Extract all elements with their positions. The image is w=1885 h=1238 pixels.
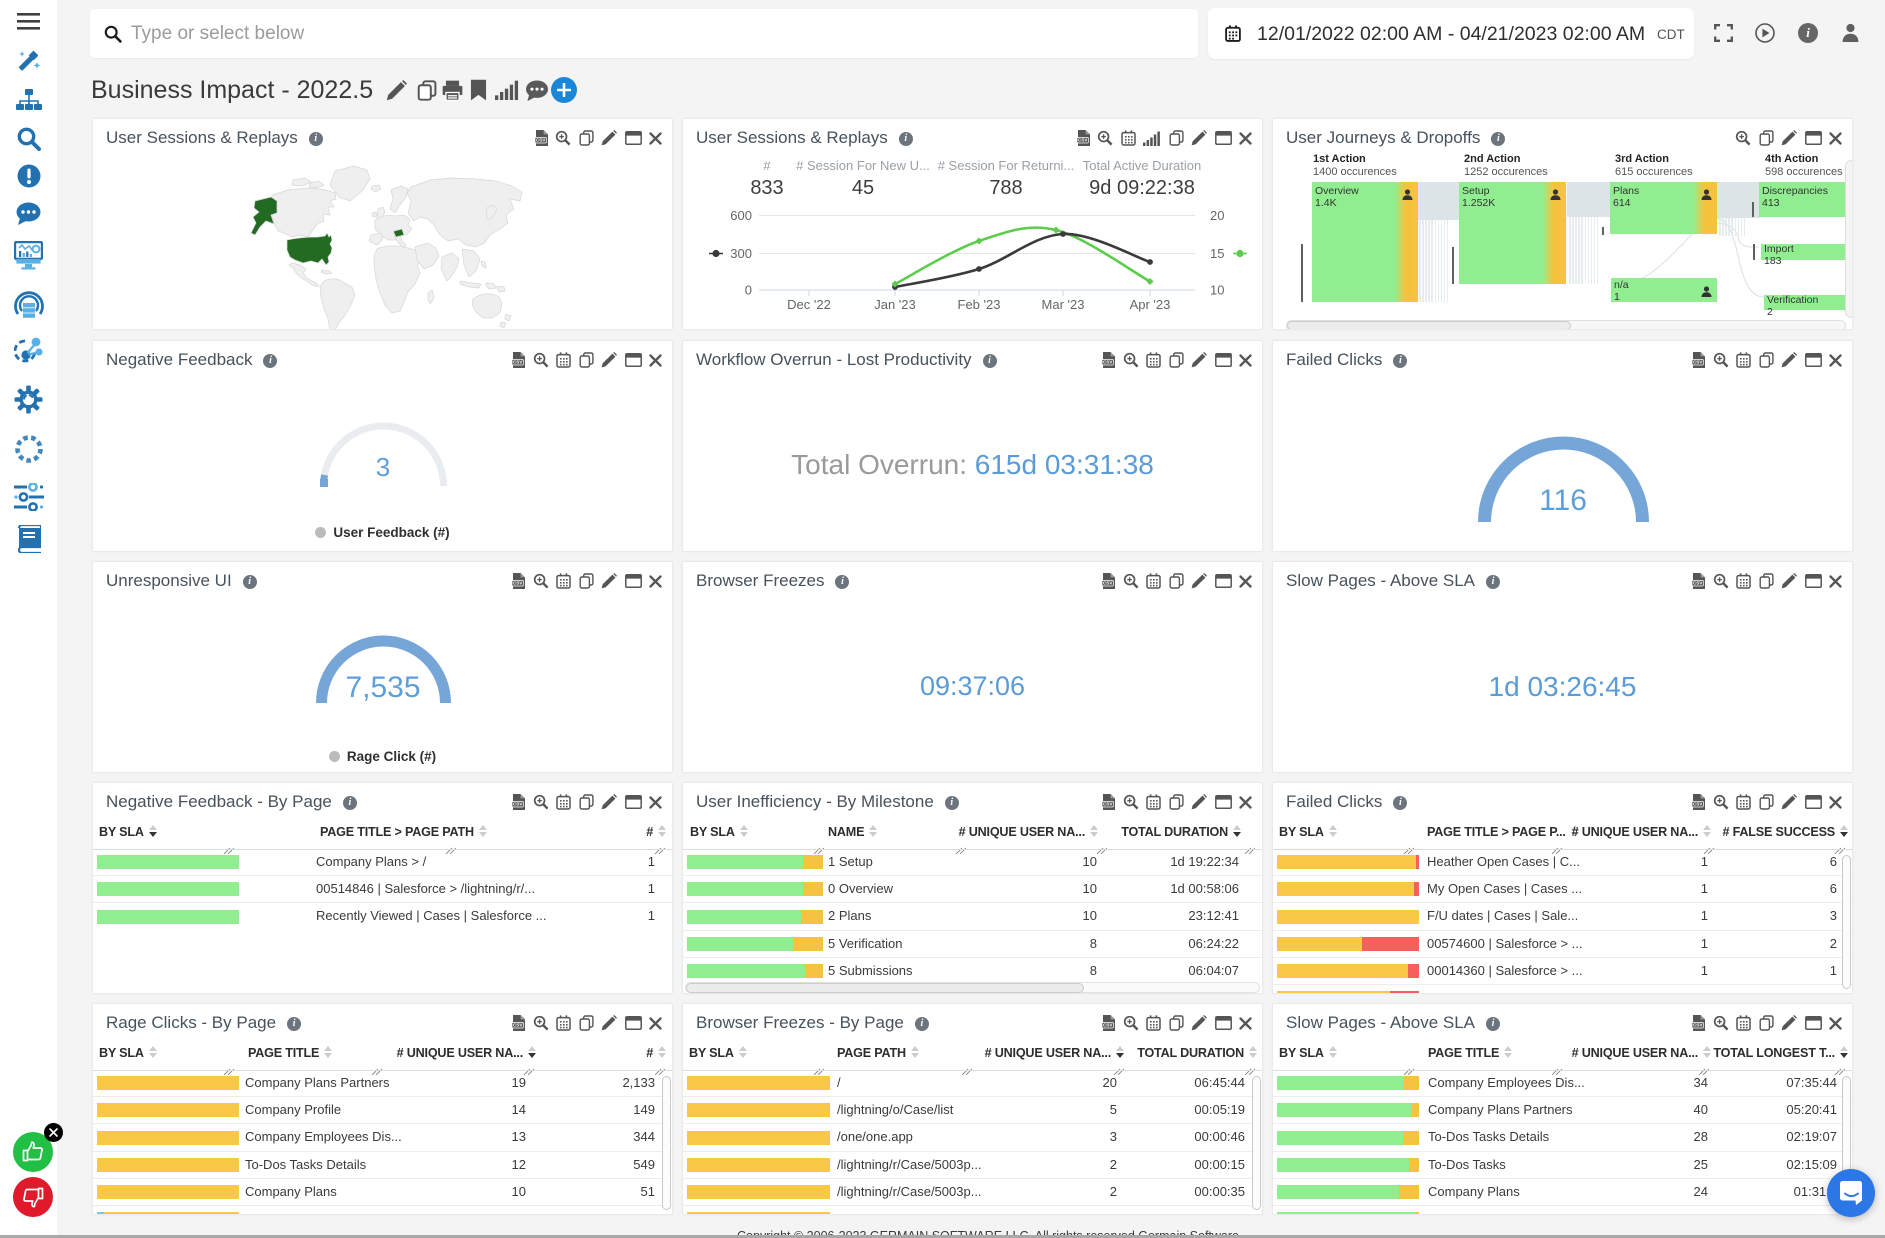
svg-text:CSV: CSV — [1693, 802, 1703, 807]
svg-text:Jan '23: Jan '23 — [874, 297, 916, 312]
svg-text:CSV: CSV — [513, 802, 523, 807]
svg-text:0: 0 — [745, 283, 752, 298]
svg-text:CSV: CSV — [1077, 138, 1087, 143]
svg-text:600: 600 — [730, 208, 752, 223]
svg-text:CSV: CSV — [1693, 1023, 1703, 1028]
svg-text:Mar '23: Mar '23 — [1042, 297, 1085, 312]
svg-text:CSV: CSV — [513, 581, 523, 586]
svg-text:Apr '23: Apr '23 — [1130, 297, 1171, 312]
svg-text:CSV: CSV — [513, 1023, 523, 1028]
svg-text:300: 300 — [730, 246, 752, 261]
svg-text:CSV: CSV — [513, 360, 523, 365]
svg-text:CSV: CSV — [535, 138, 545, 143]
svg-text:CSV: CSV — [1103, 360, 1113, 365]
svg-text:15: 15 — [1210, 246, 1224, 261]
svg-text:CSV: CSV — [1693, 581, 1703, 586]
svg-text:CSV: CSV — [1693, 360, 1703, 365]
svg-text:CSV: CSV — [1103, 581, 1113, 586]
svg-text:CSV: CSV — [1103, 1023, 1113, 1028]
svg-text:Feb '23: Feb '23 — [958, 297, 1001, 312]
svg-text:10: 10 — [1210, 283, 1224, 298]
svg-text:CSV: CSV — [1103, 802, 1113, 807]
svg-text:20: 20 — [1210, 208, 1224, 223]
svg-text:Dec '22: Dec '22 — [787, 297, 831, 312]
